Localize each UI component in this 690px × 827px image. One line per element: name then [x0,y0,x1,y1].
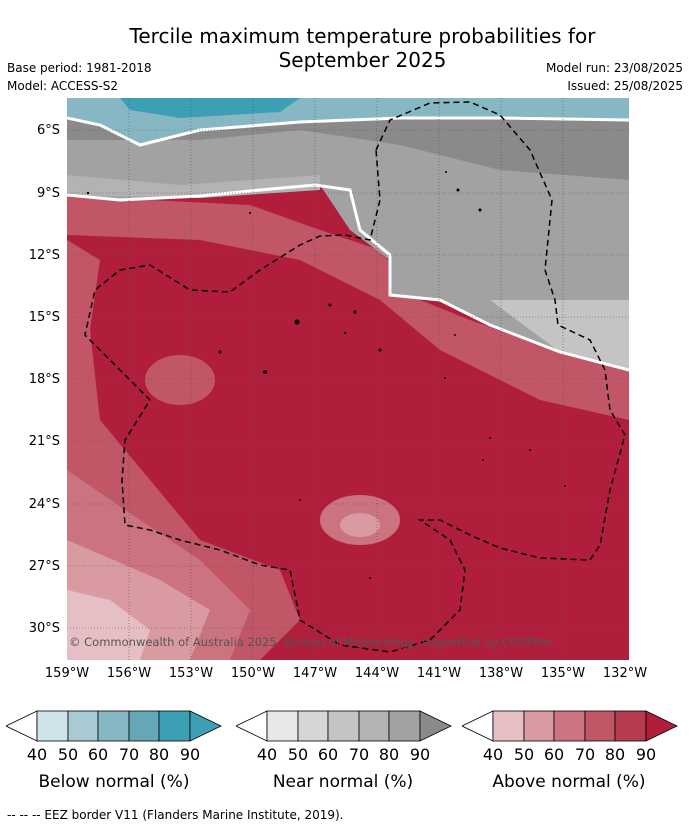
map-title-line2: September 2025 [278,48,447,72]
below-normal-colorbar [6,710,222,742]
lat-label: 30°S [28,621,60,636]
map-title-line1: Tercile maximum temperature probabilitie… [129,24,596,48]
lon-label: 144°W [354,666,400,681]
map-title: Tercile maximum temperature probabilitie… [0,24,690,72]
above-normal-label: Above normal (%) [492,772,646,792]
lon-label: 156°W [106,666,152,681]
islands [86,171,566,579]
eez-legend-footer: -- -- -- EEZ border V11 (Flanders Marine… [7,808,344,822]
copyright-text: © Commonwealth of Australia 2025, Bureau… [69,635,553,649]
category-boundary [67,183,629,372]
below-normal-label: Below normal (%) [38,772,190,792]
tick: 80 [378,745,400,764]
map-field: © Commonwealth of Australia 2025, Bureau… [67,98,629,660]
model-name: Model: ACCESS-S2 [7,79,119,93]
near-normal-colorbar [236,710,452,742]
lat-label: 15°S [28,310,60,325]
lat-label: 6°S [36,123,60,138]
gridlines [67,98,629,660]
tick: 70 [574,745,596,764]
tick: 40 [26,745,48,764]
eez-border [84,101,626,653]
above-band-north [67,195,629,420]
lat-label: 24°S [28,497,60,512]
lon-label: 150°W [230,666,276,681]
lon-label: 147°W [292,666,338,681]
tick: 50 [57,745,79,764]
lon-label: 141°W [416,666,462,681]
lon-label: 135°W [540,666,586,681]
near-70-region [67,175,320,198]
tick: 60 [543,745,565,764]
tick: 80 [604,745,626,764]
above-patch-3 [340,513,380,537]
below-80-region [120,98,300,118]
tick: 70 [348,745,370,764]
tick: 90 [409,745,431,764]
tick: 50 [287,745,309,764]
below-boundary [67,116,629,147]
near-normal-label: Near normal (%) [272,772,414,792]
lat-label: 12°S [28,248,60,263]
run-info: Model run: 23/08/2025 Issued: 25/08/2025 [546,59,683,95]
lon-label: 132°W [602,666,648,681]
tick: 70 [118,745,140,764]
lat-label: 18°S [28,372,60,387]
lat-label: 9°S [36,186,60,201]
model-run: Model run: 23/08/2025 [545,61,683,75]
tick: 40 [482,745,504,764]
tick: 50 [513,745,535,764]
lon-label: 159°W [44,666,90,681]
above-40-region [67,590,150,660]
tick: 90 [635,745,657,764]
base-period: Base period: 1981-2018 [7,61,152,75]
lon-label: 153°W [168,666,214,681]
tick: 60 [87,745,109,764]
tick: 90 [179,745,201,764]
above-normal-colorbar [462,710,678,742]
lat-label: 27°S [28,559,60,574]
above-patch-1 [145,355,215,405]
near-60-region [490,300,629,370]
issued-date: Issued: 25/08/2025 [567,79,683,93]
tick: 60 [317,745,339,764]
tick: 80 [148,745,170,764]
tick: 40 [256,745,278,764]
base-info: Base period: 1981-2018 Model: ACCESS-S2 [7,59,152,95]
lat-label: 21°S [28,434,60,449]
lon-label: 138°W [478,666,524,681]
